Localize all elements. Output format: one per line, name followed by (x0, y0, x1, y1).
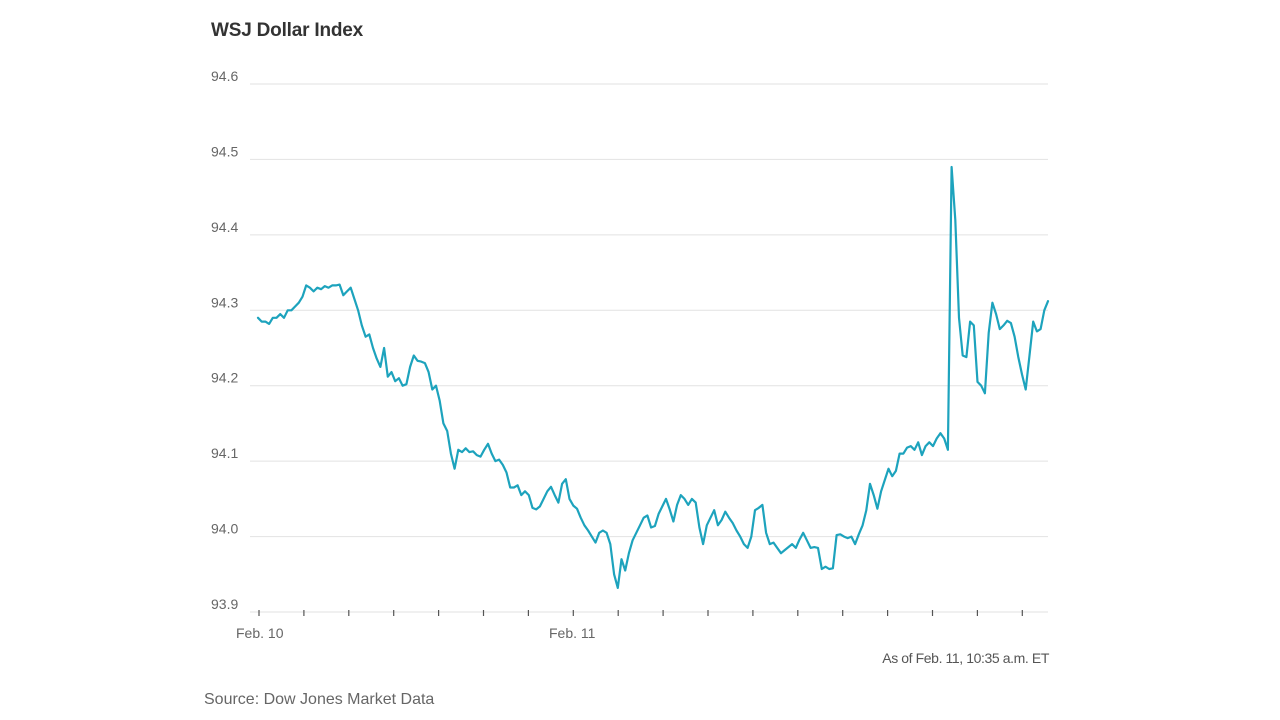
x-tick-label: Feb. 11 (549, 625, 596, 641)
y-axis-tick-labels: 94.6 94.5 94.4 94.3 94.2 94.1 94.0 93.9 (211, 68, 238, 612)
y-tick-label: 94.1 (211, 445, 238, 461)
series-line (256, 165, 1050, 589)
y-tick-label: 94.5 (211, 143, 238, 159)
y-tick-label: 93.9 (211, 596, 238, 612)
x-tick-label: Feb. 10 (236, 625, 284, 641)
source-note: Source: Dow Jones Market Data (204, 691, 435, 708)
chart-title: WSJ Dollar Index (211, 20, 364, 41)
y-tick-label: 94.0 (211, 521, 238, 537)
timestamp-note: As of Feb. 11, 10:35 a.m. ET (882, 650, 1049, 666)
x-axis: Feb. 10 Feb. 11 (236, 610, 1048, 641)
y-tick-label: 94.6 (211, 68, 238, 84)
grid-lines (250, 83, 1048, 538)
series-line-path (256, 165, 1050, 589)
y-tick-label: 94.2 (211, 370, 238, 386)
y-tick-label: 94.4 (211, 219, 238, 235)
y-tick-label: 94.3 (211, 294, 238, 310)
